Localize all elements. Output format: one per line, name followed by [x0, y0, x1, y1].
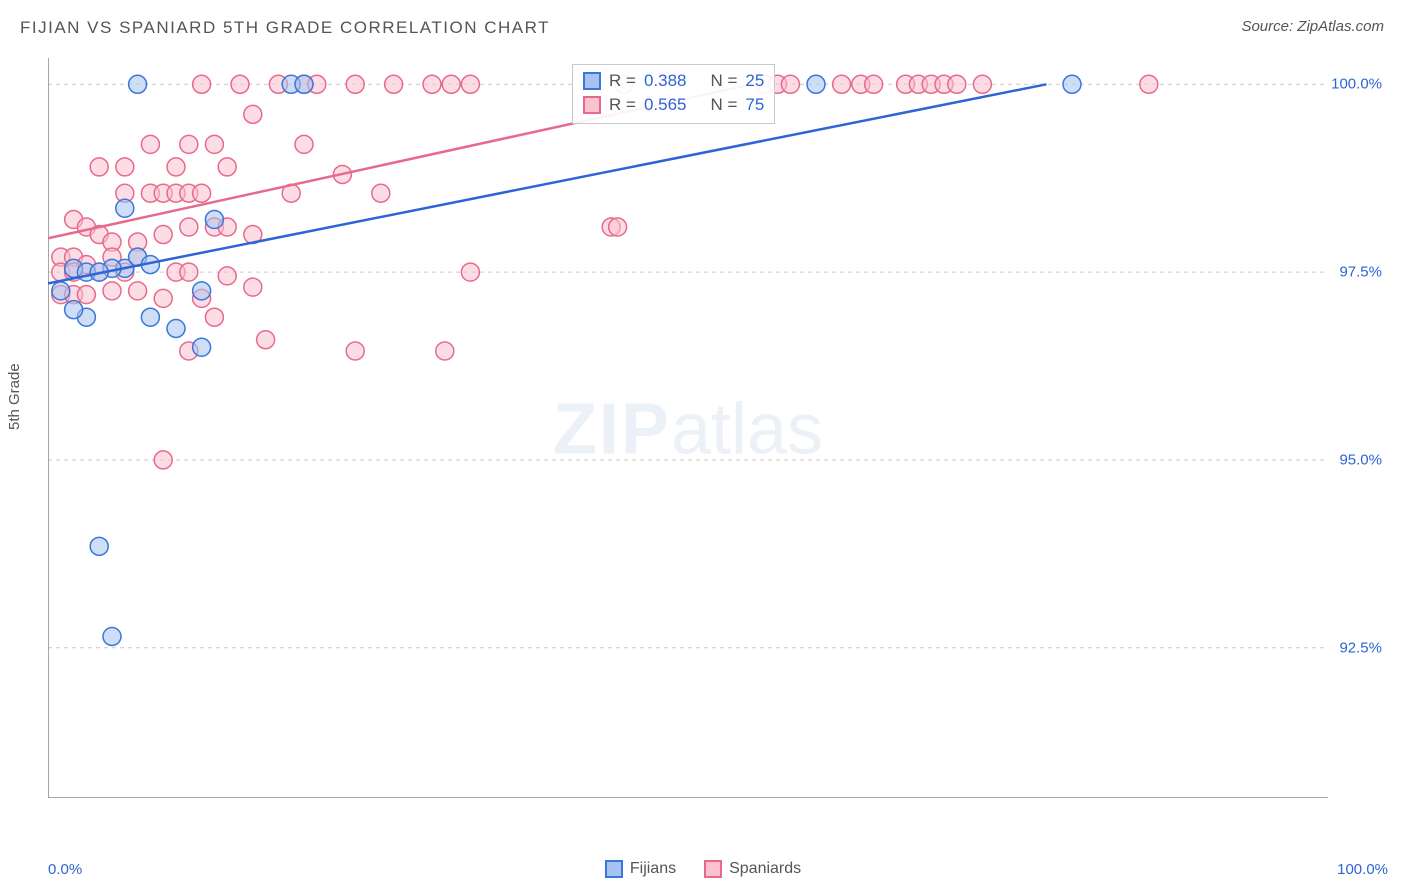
stats-swatch-1 — [583, 96, 601, 114]
stats-r-value-1: 0.565 — [644, 93, 687, 117]
chart-root: FIJIAN VS SPANIARD 5TH GRADE CORRELATION… — [0, 0, 1406, 892]
legend-swatch-fijians — [605, 860, 623, 878]
stats-r-value-0: 0.388 — [644, 69, 687, 93]
stats-row-0: R = 0.388 N = 25 — [583, 69, 764, 93]
legend-item-spaniards: Spaniards — [704, 860, 801, 878]
legend-label-spaniards: Spaniards — [729, 860, 801, 878]
stats-r-label-1: R = — [609, 93, 636, 117]
legend-item-fijians: Fijians — [605, 860, 676, 878]
stats-n-label-1: N = — [710, 93, 737, 117]
legend-swatch-spaniards — [704, 860, 722, 878]
plot-wrap: ZIPatlas R = 0.388 N = 25 R = 0.565 N = — [48, 58, 1388, 828]
bottom-legend: Fijians Spaniards — [0, 860, 1406, 878]
plot-area: ZIPatlas R = 0.388 N = 25 R = 0.565 N = — [48, 58, 1328, 798]
stats-n-label-0: N = — [710, 69, 737, 93]
y-tick: 92.5% — [1339, 639, 1382, 656]
stats-n-value-0: 25 — [745, 69, 764, 93]
y-tick: 97.5% — [1339, 264, 1382, 281]
y-axis-label: 5th Grade — [6, 363, 23, 430]
stats-n-value-1: 75 — [745, 93, 764, 117]
legend-label-fijians: Fijians — [630, 860, 676, 878]
stats-box: R = 0.388 N = 25 R = 0.565 N = 75 — [572, 64, 775, 124]
y-tick: 95.0% — [1339, 451, 1382, 468]
stats-row-1: R = 0.565 N = 75 — [583, 93, 764, 117]
scatter-canvas — [48, 58, 1328, 798]
stats-r-label-0: R = — [609, 69, 636, 93]
source-label: Source: ZipAtlas.com — [1241, 18, 1384, 35]
chart-title: FIJIAN VS SPANIARD 5TH GRADE CORRELATION… — [20, 18, 550, 38]
stats-swatch-0 — [583, 72, 601, 90]
y-tick: 100.0% — [1331, 76, 1382, 93]
